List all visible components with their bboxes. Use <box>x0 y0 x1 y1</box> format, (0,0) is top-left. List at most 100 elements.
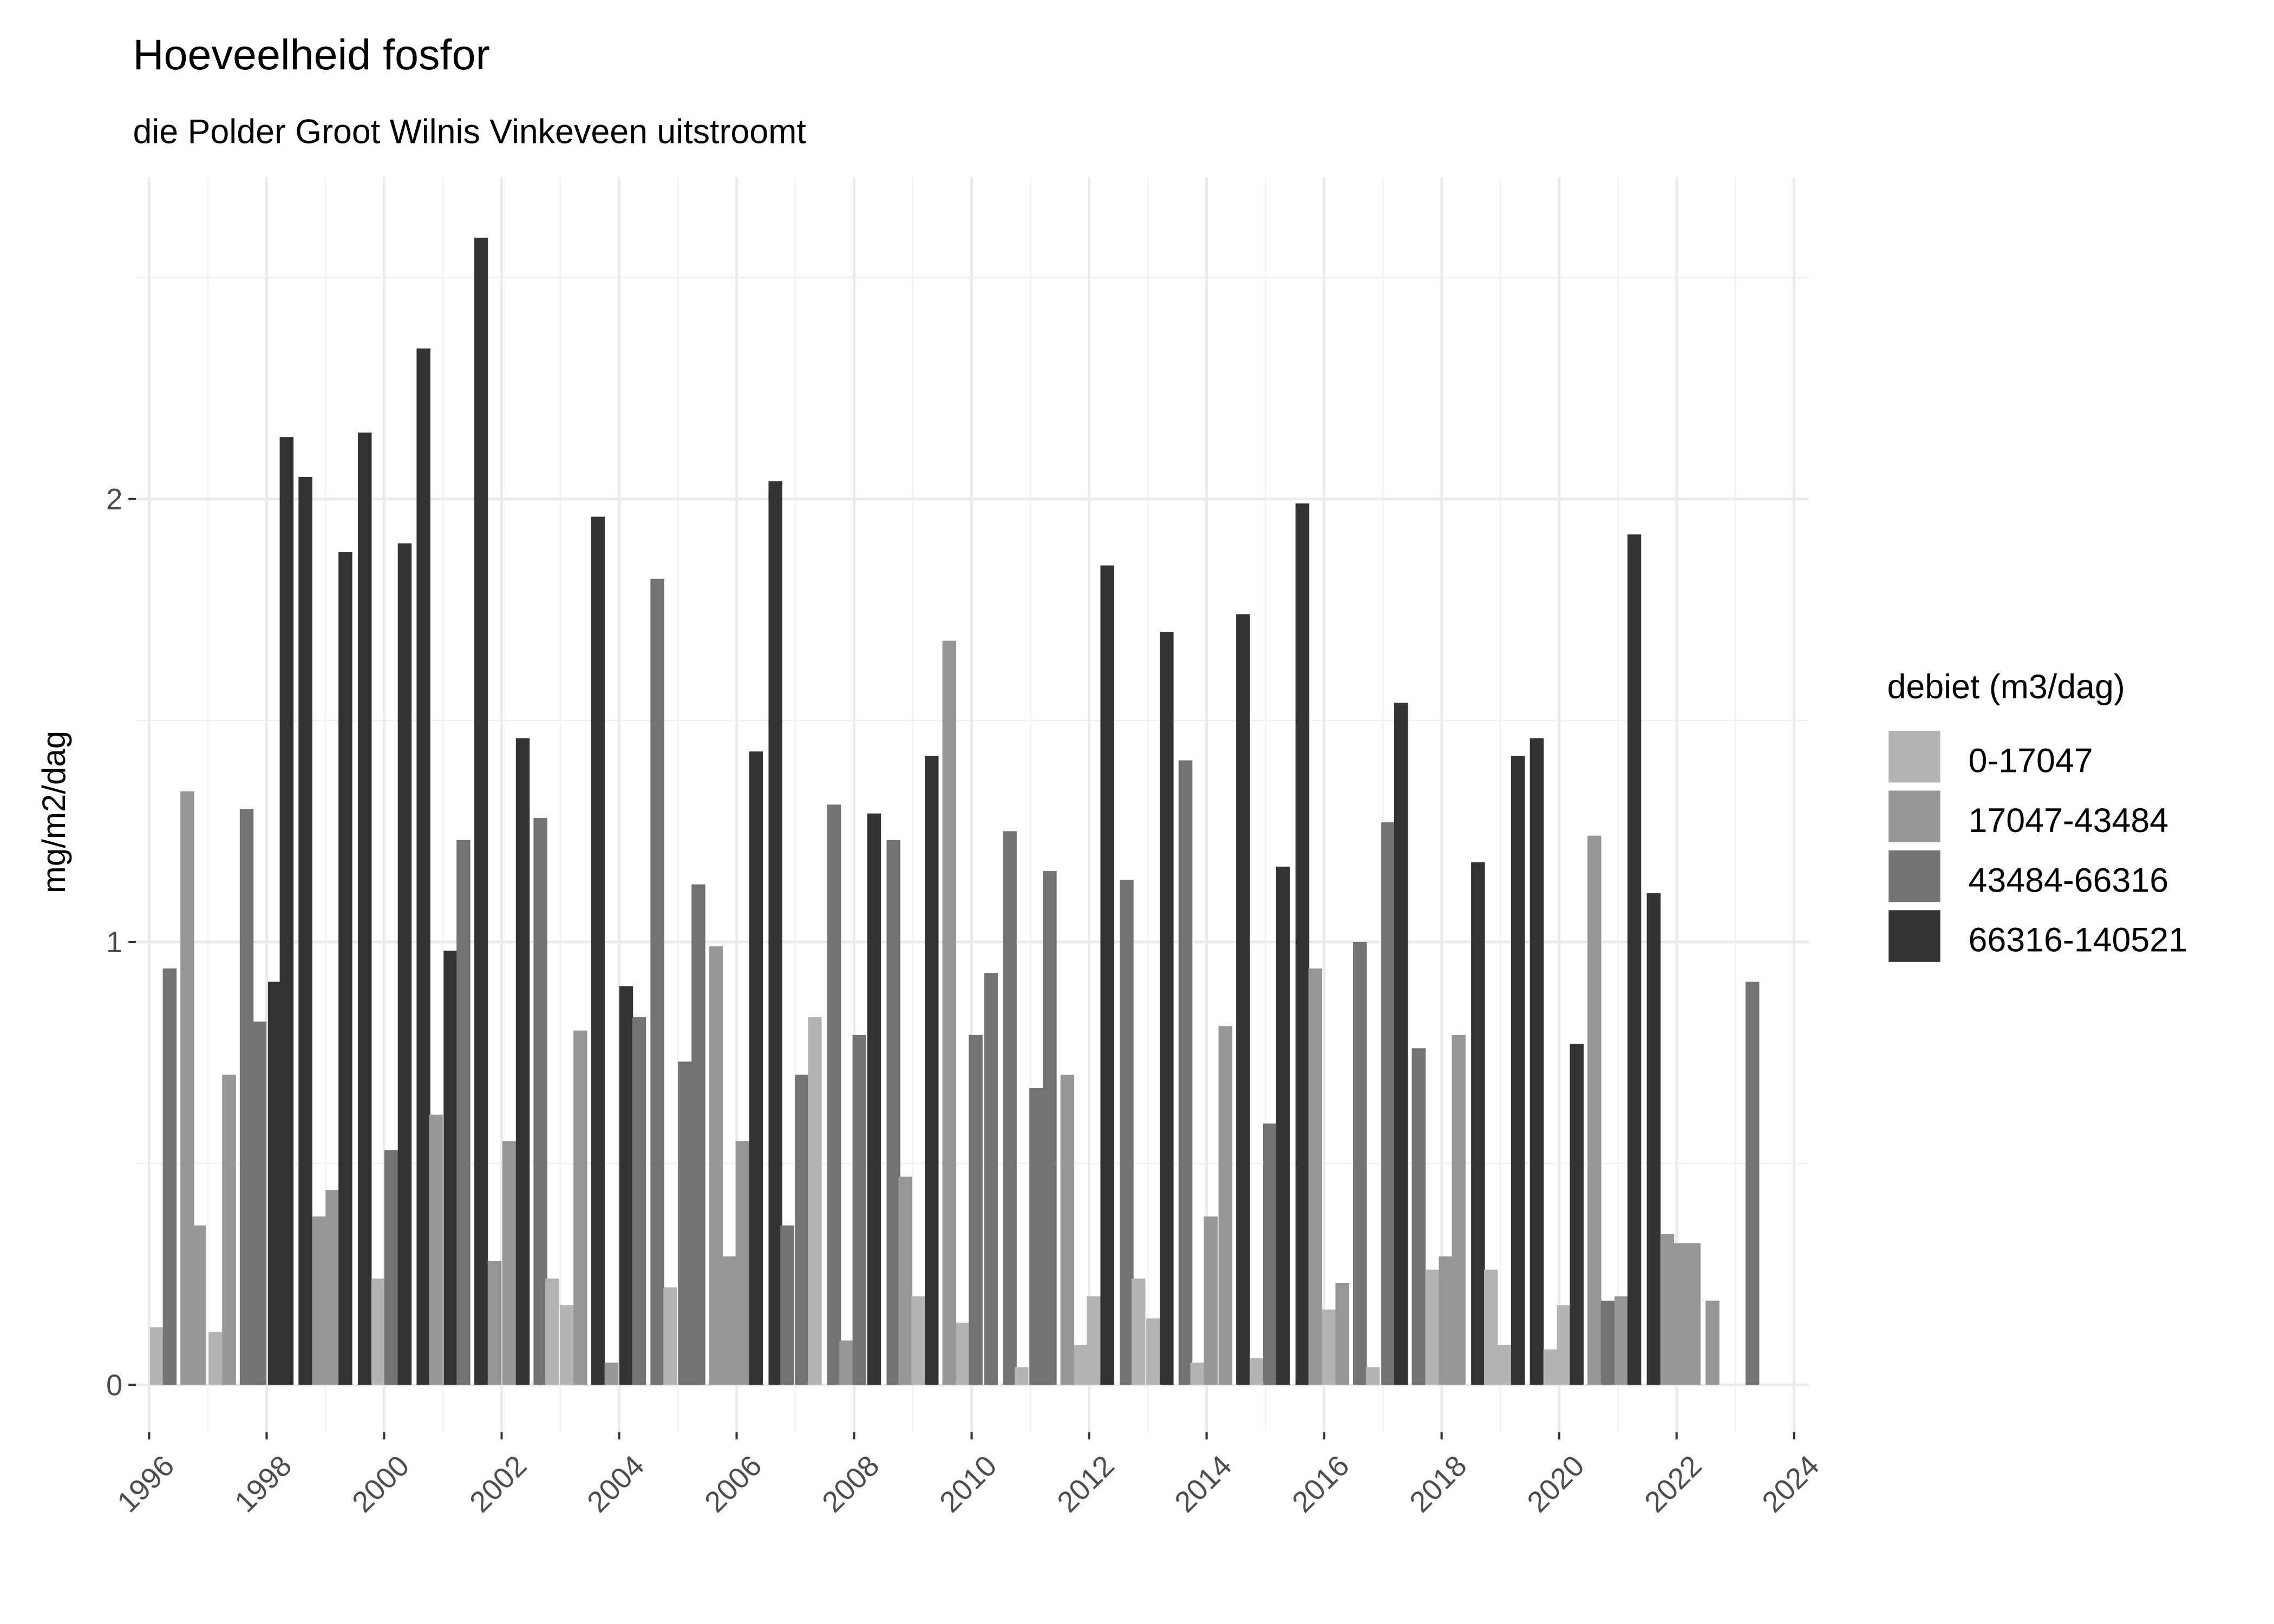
bar-66316-140521 <box>1471 862 1485 1385</box>
bar-17047-43484 <box>722 1256 737 1385</box>
chart-title: Hoeveelheid fosfor <box>133 30 489 78</box>
bar-43484-66316 <box>1381 822 1395 1385</box>
bar-0-17047 <box>1190 1363 1204 1385</box>
bar-0-17047 <box>663 1287 677 1385</box>
bar-43484-66316 <box>456 840 471 1385</box>
bar-43484-66316 <box>650 579 664 1385</box>
bar-66316-140521 <box>267 981 282 1385</box>
bar-43484-66316 <box>984 973 998 1385</box>
bar-43484-66316 <box>1263 1123 1277 1385</box>
bar-17047-43484 <box>1614 1296 1629 1385</box>
bar-66316-140521 <box>1394 703 1408 1385</box>
bar-43484-66316 <box>886 840 900 1385</box>
bar-0-17047 <box>808 1017 822 1385</box>
bar-66316-140521 <box>749 751 763 1385</box>
bar-66316-140521 <box>1160 632 1174 1385</box>
bar-43484-66316 <box>795 1075 809 1385</box>
bar-43484-66316 <box>1029 1088 1043 1385</box>
bar-0-17047 <box>1425 1269 1439 1385</box>
bar-43484-66316 <box>1600 1300 1615 1385</box>
legend-swatch <box>1889 850 1940 902</box>
x-tick-label: 2022 <box>1638 1449 1708 1519</box>
bar-66316-140521 <box>1295 503 1310 1385</box>
bar-0-17047 <box>1557 1305 1571 1385</box>
bar-66316-140521 <box>515 738 530 1385</box>
bar-0-17047 <box>956 1322 970 1385</box>
bar-17047-43484 <box>1308 968 1323 1385</box>
x-tick-label: 2006 <box>698 1449 768 1519</box>
bar-43484-66316 <box>1178 760 1193 1385</box>
legend-swatch <box>1889 910 1940 962</box>
x-tick-label: 2002 <box>463 1449 533 1519</box>
bar-17047-43484 <box>222 1075 236 1385</box>
bar-0-17047 <box>911 1296 925 1385</box>
bar-43484-66316 <box>384 1150 398 1385</box>
bar-17047-43484 <box>1673 1243 1687 1385</box>
bar-66316-140521 <box>443 951 458 1385</box>
bar-66316-140521 <box>619 986 633 1385</box>
bar-0-17047 <box>1074 1345 1088 1385</box>
bar-17047-43484 <box>487 1261 502 1385</box>
bar-0-17047 <box>208 1332 223 1385</box>
bar-66316-140521 <box>1646 893 1661 1385</box>
legend-swatch <box>1889 731 1940 783</box>
bar-43484-66316 <box>969 1034 983 1385</box>
bar-66316-140521 <box>474 238 488 1385</box>
x-tick-label: 2024 <box>1756 1449 1826 1519</box>
bar-17047-43484 <box>502 1141 517 1385</box>
y-tick-label: 1 <box>106 926 122 959</box>
bar-43484-66316 <box>1745 981 1760 1385</box>
bar-0-17047 <box>1497 1345 1512 1385</box>
bar-0-17047 <box>1087 1296 1101 1385</box>
bar-17047-43484 <box>1204 1216 1218 1385</box>
x-tick-label: 2014 <box>1168 1449 1238 1519</box>
bar-0-17047 <box>1365 1367 1380 1385</box>
bar-43484-66316 <box>852 1034 867 1385</box>
x-tick-label: 2004 <box>581 1449 651 1519</box>
bar-17047-43484 <box>192 1225 206 1385</box>
x-tick-label: 2020 <box>1521 1449 1591 1519</box>
bar-43484-66316 <box>533 817 547 1385</box>
bar-17047-43484 <box>312 1216 326 1385</box>
bar-66316-140521 <box>416 348 430 1385</box>
bar-0-17047 <box>1322 1309 1336 1385</box>
bar-43484-66316 <box>1043 871 1057 1385</box>
bar-17047-43484 <box>180 791 194 1385</box>
bar-17047-43484 <box>604 1363 619 1385</box>
bar-43484-66316 <box>1353 942 1367 1385</box>
y-tick-label: 2 <box>106 483 122 516</box>
bar-0-17047 <box>1543 1349 1558 1385</box>
bar-66316-140521 <box>768 481 782 1385</box>
y-axis-label: mg/m2/dag <box>36 731 72 893</box>
bar-66316-140521 <box>1100 565 1114 1385</box>
bar-0-17047 <box>560 1305 574 1385</box>
bar-0-17047 <box>1131 1278 1146 1385</box>
bar-17047-43484 <box>839 1340 853 1385</box>
bar-0-17047 <box>371 1278 385 1385</box>
bar-66316-140521 <box>1530 738 1544 1385</box>
bar-66316-140521 <box>338 552 352 1385</box>
legend-label: 0-17047 <box>1968 742 2093 780</box>
bar-43484-66316 <box>827 804 841 1385</box>
y-tick-label: 0 <box>106 1368 122 1402</box>
legend-label: 17047-43484 <box>1968 802 2168 840</box>
bar-17047-43484 <box>1587 835 1602 1385</box>
x-tick-label: 2018 <box>1403 1449 1473 1519</box>
chart-subtitle: die Polder Groot Wilnis Vinkeveen uitstr… <box>133 113 806 151</box>
bar-17047-43484 <box>735 1141 750 1385</box>
bar-17047-43484 <box>942 640 957 1385</box>
bar-0-17047 <box>545 1278 559 1385</box>
legend-swatch <box>1889 790 1940 842</box>
legend: debiet (m3/dag) 0-17047 17047-43484 43484-… <box>1887 668 2187 962</box>
bar-43484-66316 <box>239 809 254 1385</box>
bar-43484-66316 <box>1412 1048 1426 1385</box>
bar-17047-43484 <box>1687 1243 1701 1385</box>
bar-43484-66316 <box>632 1017 646 1385</box>
bar-17047-43484 <box>1452 1034 1466 1385</box>
bar-17047-43484 <box>1060 1075 1075 1385</box>
bar-66316-140521 <box>925 756 939 1385</box>
x-tick-label: 2000 <box>346 1449 416 1519</box>
bars <box>149 238 1760 1385</box>
bar-66316-140521 <box>298 476 312 1385</box>
